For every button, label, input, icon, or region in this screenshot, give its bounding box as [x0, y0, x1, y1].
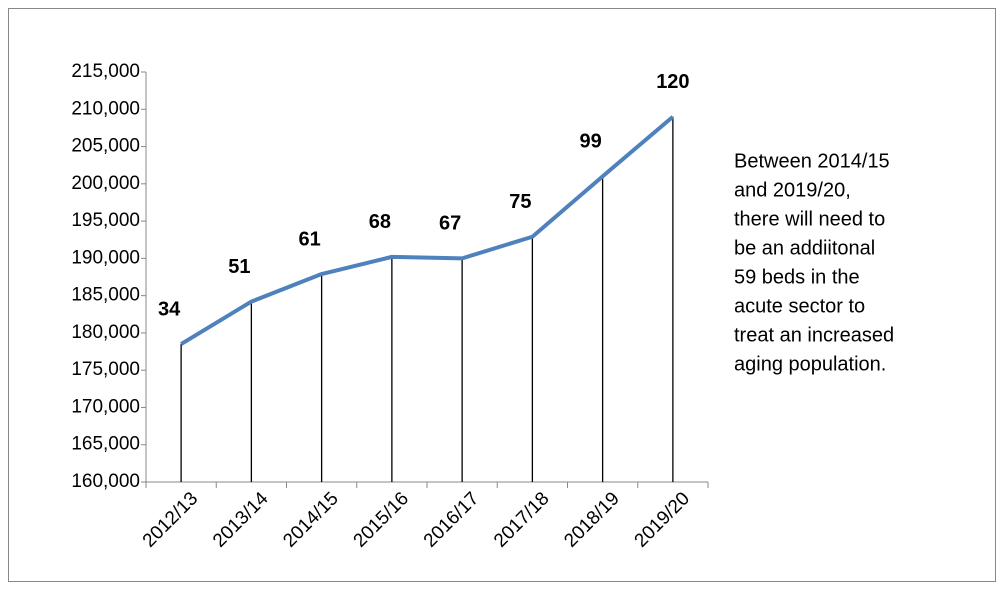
series-line	[180, 115, 675, 346]
data-label: 75	[509, 191, 531, 213]
data-label: 99	[580, 131, 602, 153]
annotation-line: be an addiitonal	[734, 237, 875, 259]
y-tick-label: 170,000	[71, 396, 140, 417]
data-label: 68	[369, 211, 391, 233]
annotation-line: aging population.	[734, 353, 886, 375]
annotation-line: treat an increased	[734, 324, 894, 346]
annotation-line: there will need to	[734, 208, 885, 230]
y-tick-label: 165,000	[71, 434, 140, 455]
data-label: 34	[158, 298, 181, 320]
data-label: 67	[439, 213, 461, 235]
annotation-line: 59 beds in the	[734, 266, 860, 288]
annotation-line: acute sector to	[734, 295, 865, 317]
y-tick-label: 210,000	[71, 98, 140, 119]
y-tick-label: 200,000	[71, 173, 140, 194]
annotation-line: Between 2014/15	[734, 150, 890, 172]
y-tick-label: 160,000	[71, 471, 140, 492]
y-tick-label: 180,000	[71, 322, 140, 343]
data-label: 51	[228, 256, 250, 278]
data-label: 120	[656, 71, 689, 93]
y-tick-label: 215,000	[71, 61, 140, 82]
y-tick-label: 185,000	[71, 285, 140, 306]
annotation-line: and 2019/20,	[734, 179, 851, 201]
data-label: 61	[299, 228, 321, 250]
y-tick-label: 205,000	[71, 136, 140, 157]
y-tick-label: 175,000	[71, 359, 140, 380]
y-tick-label: 195,000	[71, 210, 140, 231]
y-tick-label: 190,000	[71, 247, 140, 268]
chart-border	[8, 8, 996, 582]
